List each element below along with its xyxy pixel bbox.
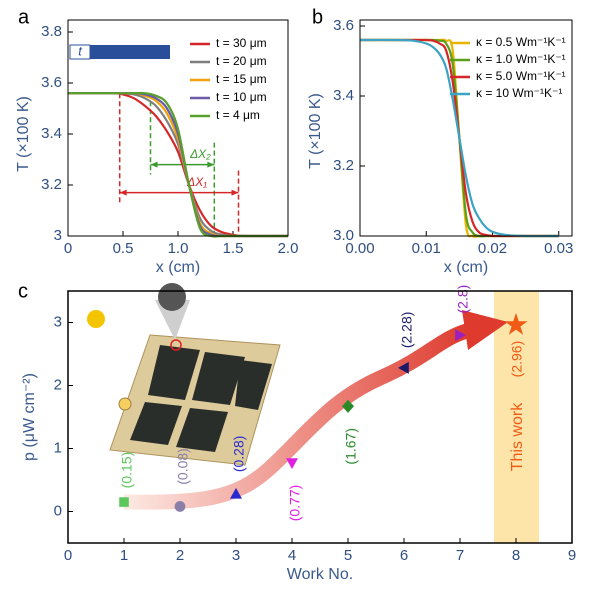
data-point <box>504 312 528 335</box>
x-tick-label: 9 <box>568 547 576 564</box>
legend-label: κ = 5.0 Wm⁻¹K⁻¹ <box>476 69 566 83</box>
value-label: (0.28) <box>231 436 247 473</box>
interval-label: ΔX₁ <box>186 175 207 189</box>
y-tick-label: 3.6 <box>41 74 62 91</box>
y-tick-label: 3.4 <box>41 125 62 142</box>
line-series <box>359 38 559 238</box>
data-point <box>286 458 298 469</box>
thickness-bar <box>70 45 170 59</box>
y-tick-label: 3.2 <box>41 176 62 193</box>
axes-frame <box>359 19 573 237</box>
x-tick-label: 0.5 <box>113 240 134 257</box>
x-axis-label: x (cm) <box>444 259 488 276</box>
x-axis-label: x (cm) <box>156 259 200 276</box>
x-tick-label: 0 <box>64 547 72 564</box>
value-label: (0.08) <box>175 448 191 485</box>
y-tick-label: 0 <box>54 502 62 519</box>
y-tick-label: 1 <box>54 439 62 456</box>
data-point <box>174 501 186 512</box>
x-tick-label: 1 <box>120 547 128 564</box>
panel-label: b <box>312 6 323 28</box>
y-tick-label: 3 <box>54 313 62 330</box>
arrow-head <box>462 310 508 350</box>
interval-arrow <box>231 189 239 196</box>
value-label: (2.8) <box>455 285 471 314</box>
value-label: (2.28) <box>399 312 415 349</box>
annotation: This work <box>509 402 526 471</box>
data-point <box>119 497 129 507</box>
x-tick-label: 0.00 <box>345 240 374 257</box>
x-tick-label: 3 <box>232 547 240 564</box>
y-tick-label: 3.4 <box>333 87 354 104</box>
value-label: (0.15) <box>119 452 135 489</box>
line-series <box>67 92 289 238</box>
highlight-band <box>494 291 539 543</box>
x-tick-label: 4 <box>288 547 296 564</box>
x-tick-label: 0.03 <box>544 240 573 257</box>
legend-label: t = 15 μm <box>216 72 267 86</box>
plot-area: (0.15) (0.08) (0.28) (0.77) (1.67) (2.28) (2.8… <box>119 285 528 522</box>
thickness-tag <box>69 44 91 60</box>
trend-arrow <box>123 322 473 510</box>
y-axis-label: p (μW cm⁻²) <box>21 373 38 461</box>
interval-arrow <box>119 189 127 196</box>
x-tick-label: 6 <box>400 547 408 564</box>
panel-label: c <box>18 280 28 302</box>
legend-label: t = 10 μm <box>216 90 267 104</box>
x-tick-label: 1.5 <box>223 240 244 257</box>
interval-arrow <box>207 161 215 168</box>
interval-arrow <box>150 161 158 168</box>
x-tick-label: 5 <box>344 547 352 564</box>
legend-label: κ = 10 Wm⁻¹K⁻¹ <box>476 86 562 100</box>
x-tick-label: 0.01 <box>412 240 441 257</box>
legend-label: κ = 0.5 Wm⁻¹K⁻¹ <box>476 35 566 49</box>
x-tick-label: 0.02 <box>478 240 507 257</box>
data-point <box>398 361 409 374</box>
y-tick-label: 3.2 <box>333 157 354 174</box>
x-tick-label: 1.0 <box>168 240 189 257</box>
x-tick-label: 8 <box>512 547 520 564</box>
y-tick-label: 3 <box>54 227 62 244</box>
legend-label: t = 30 μm <box>216 36 267 50</box>
data-point <box>230 487 242 499</box>
x-axis-label: Work No. <box>287 566 353 583</box>
interval-label: ΔX₂ <box>189 147 211 161</box>
axes-frame <box>67 290 573 544</box>
panel-label: a <box>18 6 30 28</box>
thickness-label: t <box>78 43 83 58</box>
y-tick-label: 3.0 <box>333 227 354 244</box>
y-tick-label: 2 <box>54 376 62 393</box>
inset-device <box>87 283 281 466</box>
x-tick-label: 0 <box>64 240 72 257</box>
value-label: (0.77) <box>287 485 303 522</box>
axes-frame <box>67 19 289 237</box>
y-axis-label: T (×100 K) <box>307 93 324 169</box>
y-axis-label: T (×100 K) <box>15 96 32 172</box>
value-label: (2.96) <box>509 341 525 378</box>
x-tick-label: 7 <box>456 547 464 564</box>
x-tick-label: 2 <box>176 547 184 564</box>
value-label: (1.67) <box>343 428 359 465</box>
data-point <box>342 399 354 413</box>
x-tick-label: 2.0 <box>278 240 299 257</box>
data-point <box>455 329 466 342</box>
y-tick-label: 3.6 <box>333 17 354 34</box>
legend-label: t = 20 μm <box>216 54 267 68</box>
legend-label: κ = 1.0 Wm⁻¹K⁻¹ <box>476 52 566 66</box>
y-tick-label: 3.8 <box>41 23 62 40</box>
legend-label: t = 4 μm <box>216 108 260 122</box>
